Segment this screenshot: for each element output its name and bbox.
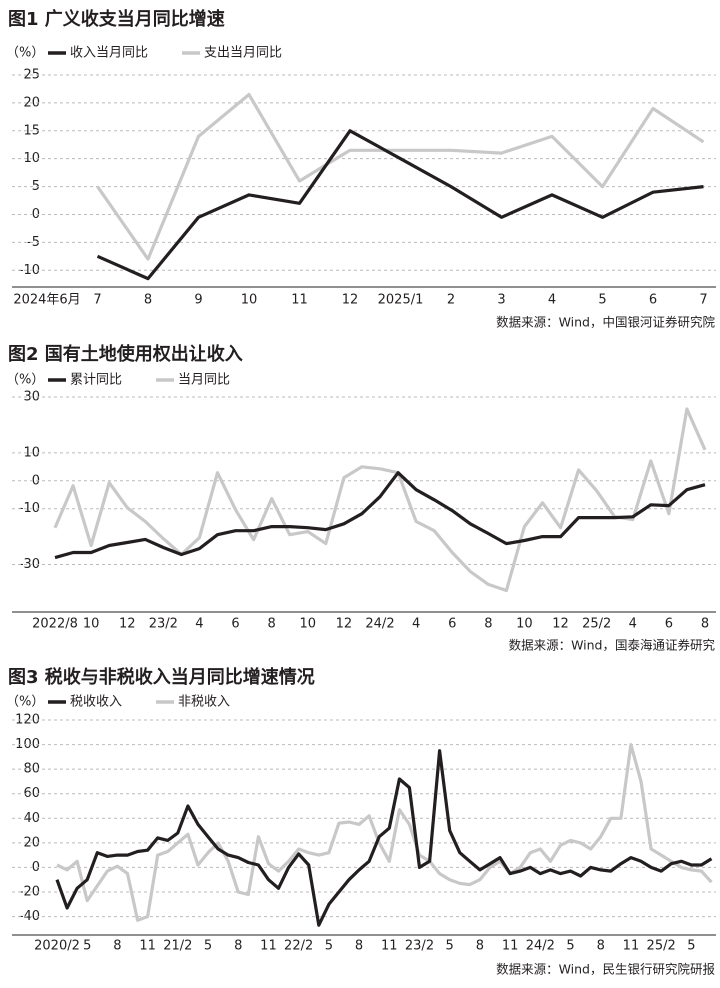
y-tick-label: 0 [32,473,40,488]
x-tick-label: 8 [597,939,605,954]
x-tick-label: 23/2 [405,939,434,954]
y-tick-label: 5 [32,179,40,194]
x-tick-label: 10 [300,617,317,632]
x-tick-label: 22/2 [284,939,313,954]
x-tick-label: 8 [234,939,242,954]
y-tick-label: -5 [27,235,40,250]
x-tick-label: 4 [412,617,420,632]
y-tick-label: 0 [32,860,40,875]
x-tick-label: 8 [484,617,492,632]
x-tick-label: 12 [336,617,353,632]
legend-label: 支出当月同比 [204,46,282,61]
x-tick-label: 10 [83,617,100,632]
x-tick-label: 4 [548,293,556,308]
y-tick-label: -20 [19,885,40,900]
x-tick-label: 8 [268,617,276,632]
x-tick-label: 7 [699,293,707,308]
series-line [96,92,705,261]
x-tick-label: 8 [701,617,709,632]
x-tick-label: 6 [649,293,657,308]
x-tick-label: 25/2 [647,939,676,954]
series-line [55,749,713,927]
x-tick-label: 2024年6月 [13,293,80,308]
x-tick-label: 12 [552,617,569,632]
chart-title: 图2 国有土地使用权出让收入 [8,343,243,365]
y-tick-label: 120 [15,713,40,728]
x-tick-label: 2025/1 [378,293,424,308]
series-line [54,471,706,560]
x-tick-label: 5 [598,293,606,308]
x-tick-label: 2 [447,293,455,308]
x-tick-label: 4 [195,617,203,632]
series-line [53,407,707,593]
x-tick-label: 5 [566,939,574,954]
x-tick-label: 2022/8 [32,617,78,632]
x-tick-label: 11 [623,939,640,954]
y-tick-label: 0 [32,207,40,222]
x-tick-label: 11 [381,939,398,954]
x-tick-label: 5 [83,939,91,954]
x-tick-label: 8 [144,293,152,308]
x-tick-label: 6 [231,617,239,632]
x-tick-label: 6 [448,617,456,632]
x-tick-label: 9 [194,293,202,308]
x-tick-label: 2020/2 [34,939,80,954]
legend-label: 非税收入 [178,695,230,710]
x-tick-label: 8 [355,939,363,954]
x-tick-label: 5 [204,939,212,954]
x-tick-label: 6 [665,617,673,632]
legend-label: 税收收入 [70,695,122,710]
x-tick-label: 12 [119,617,136,632]
x-tick-label: 3 [497,293,505,308]
y-tick-label: -30 [19,557,40,572]
legend-label: 累计同比 [70,373,122,388]
x-tick-label: 11 [139,939,156,954]
source-note: 数据来源：Wind，国泰海通证券研究 [509,638,716,653]
y-tick-label: 100 [15,737,40,752]
x-tick-label: 4 [629,617,637,632]
x-tick-label: 11 [260,939,277,954]
x-tick-label: 24/2 [365,617,394,632]
x-tick-label: 21/2 [163,939,192,954]
x-tick-label: 23/2 [149,617,178,632]
x-tick-label: 11 [502,939,519,954]
x-tick-label: 10 [241,293,258,308]
x-tick-label: 25/2 [582,617,611,632]
source-note: 数据来源：Wind，民生银行研究院研报 [496,962,715,977]
unit-label: （%） [6,695,44,710]
x-tick-label: 12 [342,293,359,308]
legend-label: 当月同比 [178,373,230,388]
y-tick-label: -40 [19,909,40,924]
unit-label: （%） [6,373,44,388]
source-note: 数据来源：Wind，中国银河证券研究院 [496,315,715,330]
series-line [56,743,713,922]
unit-label: （%） [6,46,44,61]
x-tick-label: 5 [687,939,695,954]
x-tick-label: 5 [446,939,454,954]
series-line [96,129,704,281]
x-tick-label: 8 [113,939,121,954]
x-tick-label: 11 [291,293,308,308]
chart-title: 图3 税收与非税收入当月同比增速情况 [8,666,315,688]
x-tick-label: 5 [325,939,333,954]
x-tick-label: 8 [476,939,484,954]
x-tick-label: 24/2 [526,939,555,954]
legend-label: 收入当月同比 [70,46,148,61]
x-tick-label: 7 [93,293,101,308]
y-tick-label: -10 [19,501,40,516]
y-tick-label: -10 [19,263,40,278]
chart-title: 图1 广义收支当月同比增速 [8,8,225,30]
x-tick-label: 10 [516,617,533,632]
